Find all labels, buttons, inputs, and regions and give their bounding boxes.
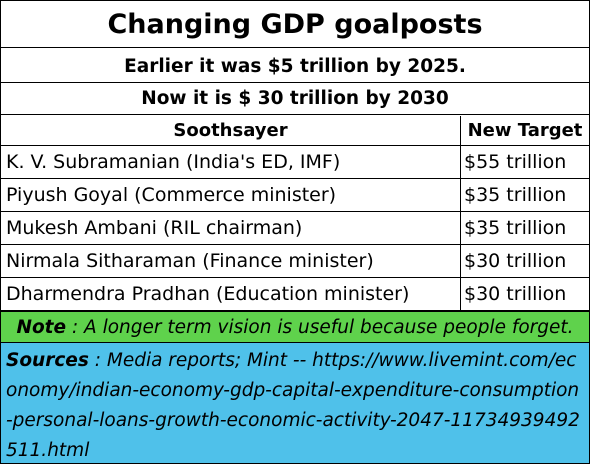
page-title: Changing GDP goalposts — [1, 1, 589, 48]
target-cell: $55 trillion — [464, 151, 567, 173]
note-text: : A longer term vision is useful because… — [66, 316, 574, 338]
column-header-soothsayer: Soothsayer — [1, 116, 461, 145]
soothsayer-cell: Nirmala Sitharaman (Finance minister) — [1, 245, 461, 277]
subtitle-earlier-target: Earlier it was $5 trillion by 2025. — [1, 51, 589, 83]
table-row: Dharmendra Pradhan (Education minister) … — [1, 278, 589, 311]
table-row: Piyush Goyal (Commerce minister) $35 tri… — [1, 179, 589, 212]
sources-label: Sources — [6, 350, 89, 371]
table-row: Nirmala Sitharaman (Finance minister) $3… — [1, 245, 589, 278]
note-label: Note — [16, 316, 67, 338]
soothsayer-cell: Mukesh Ambani (RIL chairman) — [1, 212, 461, 244]
table-row: Mukesh Ambani (RIL chairman) $35 trillio… — [1, 212, 589, 245]
table-header-row: Soothsayer New Target — [1, 116, 589, 146]
sources-block: Sources : Media reports; Mint -- https:/… — [1, 343, 589, 463]
soothsayer-cell: Piyush Goyal (Commerce minister) — [1, 179, 461, 211]
target-cell: $30 trillion — [464, 250, 567, 272]
soothsayer-cell: Dharmendra Pradhan (Education minister) — [1, 278, 461, 310]
note-banner: Note : A longer term vision is useful be… — [1, 311, 589, 343]
sources-text: : Media reports; Mint -- https://www.liv… — [6, 350, 580, 461]
target-cell: $30 trillion — [464, 283, 567, 305]
soothsayer-cell: K. V. Subramanian (India's ED, IMF) — [1, 146, 461, 178]
column-header-new-target: New Target — [467, 120, 583, 141]
subtitle-current-target: Now it is $ 30 trillion by 2030 — [1, 83, 589, 115]
target-cell: $35 trillion — [464, 217, 567, 239]
table-row: K. V. Subramanian (India's ED, IMF) $55 … — [1, 146, 589, 179]
target-cell: $35 trillion — [464, 184, 567, 206]
